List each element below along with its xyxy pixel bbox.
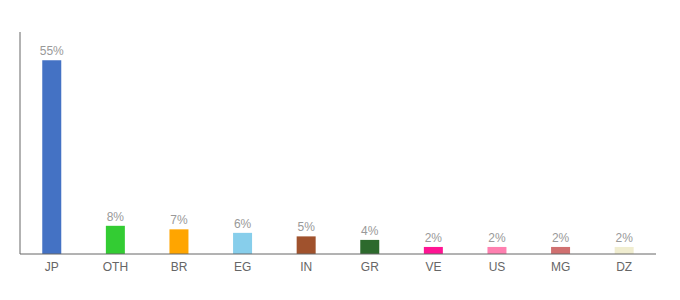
svg-text:IN: IN xyxy=(300,260,312,274)
svg-text:2%: 2% xyxy=(425,231,443,245)
svg-text:DZ: DZ xyxy=(616,260,632,274)
svg-text:55%: 55% xyxy=(40,44,64,58)
svg-text:2%: 2% xyxy=(488,231,506,245)
svg-text:4%: 4% xyxy=(361,224,379,238)
svg-text:2%: 2% xyxy=(615,231,633,245)
svg-text:OTH: OTH xyxy=(103,260,128,274)
svg-text:6%: 6% xyxy=(234,217,252,231)
svg-text:US: US xyxy=(489,260,506,274)
svg-text:EG: EG xyxy=(234,260,251,274)
svg-text:JP: JP xyxy=(45,260,59,274)
svg-text:2%: 2% xyxy=(552,231,570,245)
svg-text:8%: 8% xyxy=(107,210,125,224)
svg-text:5%: 5% xyxy=(297,220,315,234)
svg-text:BR: BR xyxy=(171,260,188,274)
svg-text:7%: 7% xyxy=(170,213,188,227)
svg-text:VE: VE xyxy=(425,260,441,274)
svg-text:MG: MG xyxy=(551,260,570,274)
svg-text:GR: GR xyxy=(361,260,379,274)
